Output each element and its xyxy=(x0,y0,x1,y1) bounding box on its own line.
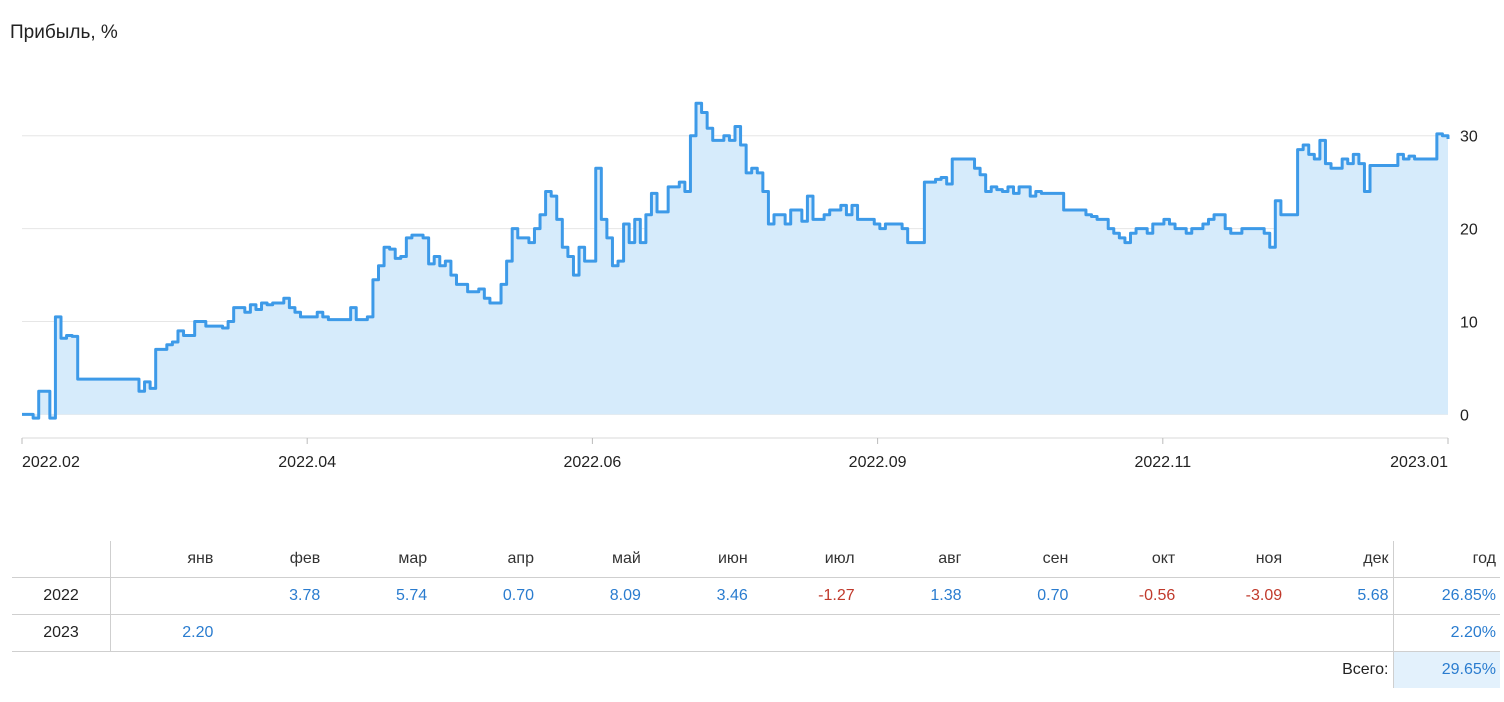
month-value: 3.78 xyxy=(217,577,325,615)
y-tick-label: 0 xyxy=(1460,407,1469,424)
month-value: 2.20 xyxy=(110,614,218,652)
month-value: 0.70 xyxy=(965,577,1073,615)
year-total: 2.20% xyxy=(1392,614,1500,652)
y-tick-label: 20 xyxy=(1460,222,1478,239)
month-header: мар xyxy=(324,541,432,578)
table-header: янв фев мар апр май июн июл авг сен окт … xyxy=(12,541,1500,578)
month-header: июл xyxy=(751,541,859,578)
month-header: янв xyxy=(110,541,218,578)
month-value: 5.68 xyxy=(1286,577,1393,615)
month-value: 8.09 xyxy=(538,577,645,615)
month-header: ноя xyxy=(1179,541,1287,578)
table-row: 2023 2.20 2.20% xyxy=(12,614,1500,652)
month-value xyxy=(751,614,859,652)
chart-title: Прибыль, % xyxy=(10,22,118,43)
x-tick-label: 2023.01 xyxy=(1390,454,1448,471)
table-row: 2022 3.78 5.74 0.70 8.09 3.46 -1.27 1.38… xyxy=(12,577,1500,615)
x-axis: 2022.02 2022.04 2022.06 2022.09 2022.11 2023.… xyxy=(21,437,1449,471)
grand-total-row: Всего: 29.65% xyxy=(12,651,1500,688)
month-header: окт xyxy=(1072,541,1180,578)
month-value xyxy=(858,614,966,652)
corner-cell xyxy=(12,541,111,578)
month-header: фев xyxy=(217,541,325,578)
profit-line xyxy=(22,101,1450,420)
month-value xyxy=(965,614,1073,652)
month-value: -1.27 xyxy=(751,577,859,615)
month-value: 1.38 xyxy=(858,577,966,615)
month-value: -0.56 xyxy=(1072,577,1180,615)
grand-total-label: Всего: xyxy=(1342,661,1389,678)
row-year: 2022 xyxy=(12,577,111,615)
month-value: -3.09 xyxy=(1179,577,1287,615)
monthly-returns-table: янв фев мар апр май июн июл авг сен окт … xyxy=(12,541,1500,688)
row-year: 2023 xyxy=(12,614,111,652)
month-value: 0.70 xyxy=(431,577,538,615)
month-value: 3.46 xyxy=(644,577,752,615)
y-axis: 0 10 20 30 xyxy=(1460,129,1478,425)
month-value xyxy=(110,577,218,615)
month-value xyxy=(217,614,325,652)
x-tick-label: 2022.02 xyxy=(22,454,80,471)
month-value xyxy=(431,614,538,652)
month-header: июн xyxy=(644,541,752,578)
month-value: 5.74 xyxy=(324,577,432,615)
month-value xyxy=(538,614,645,652)
month-value xyxy=(1286,614,1393,652)
profit-area xyxy=(22,103,1448,419)
x-tick-label: 2022.11 xyxy=(1134,454,1191,471)
y-tick-label: 10 xyxy=(1460,315,1478,332)
month-header: апр xyxy=(431,541,538,578)
grand-total-value: 29.65% xyxy=(1392,651,1500,688)
x-tick-label: 2022.06 xyxy=(563,454,621,471)
year-total: 26.85% xyxy=(1392,577,1500,615)
x-tick-label: 2022.04 xyxy=(278,454,336,471)
year-header: год xyxy=(1392,541,1500,578)
month-header: май xyxy=(538,541,645,578)
y-tick-label: 30 xyxy=(1460,129,1478,146)
month-header: дек xyxy=(1286,541,1393,578)
month-header: авг xyxy=(858,541,966,578)
month-value xyxy=(324,614,432,652)
month-header: сен xyxy=(965,541,1073,578)
month-value xyxy=(644,614,752,652)
month-value xyxy=(1179,614,1287,652)
month-value xyxy=(1072,614,1180,652)
x-tick-label: 2022.09 xyxy=(849,454,907,471)
